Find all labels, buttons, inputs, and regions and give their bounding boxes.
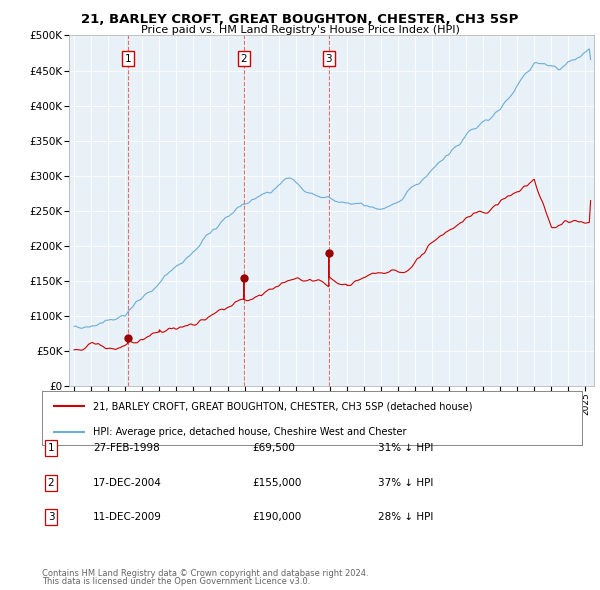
Text: 37% ↓ HPI: 37% ↓ HPI [378,478,433,487]
Text: 28% ↓ HPI: 28% ↓ HPI [378,512,433,522]
Text: 17-DEC-2004: 17-DEC-2004 [93,478,162,487]
Text: This data is licensed under the Open Government Licence v3.0.: This data is licensed under the Open Gov… [42,578,310,586]
Text: £190,000: £190,000 [252,512,301,522]
Text: £155,000: £155,000 [252,478,301,487]
Text: 27-FEB-1998: 27-FEB-1998 [93,444,160,453]
Text: 21, BARLEY CROFT, GREAT BOUGHTON, CHESTER, CH3 5SP (detached house): 21, BARLEY CROFT, GREAT BOUGHTON, CHESTE… [94,401,473,411]
Text: £69,500: £69,500 [252,444,295,453]
Text: 2: 2 [47,478,55,487]
Text: 11-DEC-2009: 11-DEC-2009 [93,512,162,522]
Text: Contains HM Land Registry data © Crown copyright and database right 2024.: Contains HM Land Registry data © Crown c… [42,569,368,578]
Text: 1: 1 [124,54,131,64]
Text: Price paid vs. HM Land Registry's House Price Index (HPI): Price paid vs. HM Land Registry's House … [140,25,460,35]
Text: 2: 2 [241,54,247,64]
Text: HPI: Average price, detached house, Cheshire West and Chester: HPI: Average price, detached house, Ches… [94,427,407,437]
Text: 31% ↓ HPI: 31% ↓ HPI [378,444,433,453]
Text: 3: 3 [325,54,332,64]
Text: 1: 1 [47,444,55,453]
Text: 21, BARLEY CROFT, GREAT BOUGHTON, CHESTER, CH3 5SP: 21, BARLEY CROFT, GREAT BOUGHTON, CHESTE… [82,13,518,26]
Text: 3: 3 [47,512,55,522]
